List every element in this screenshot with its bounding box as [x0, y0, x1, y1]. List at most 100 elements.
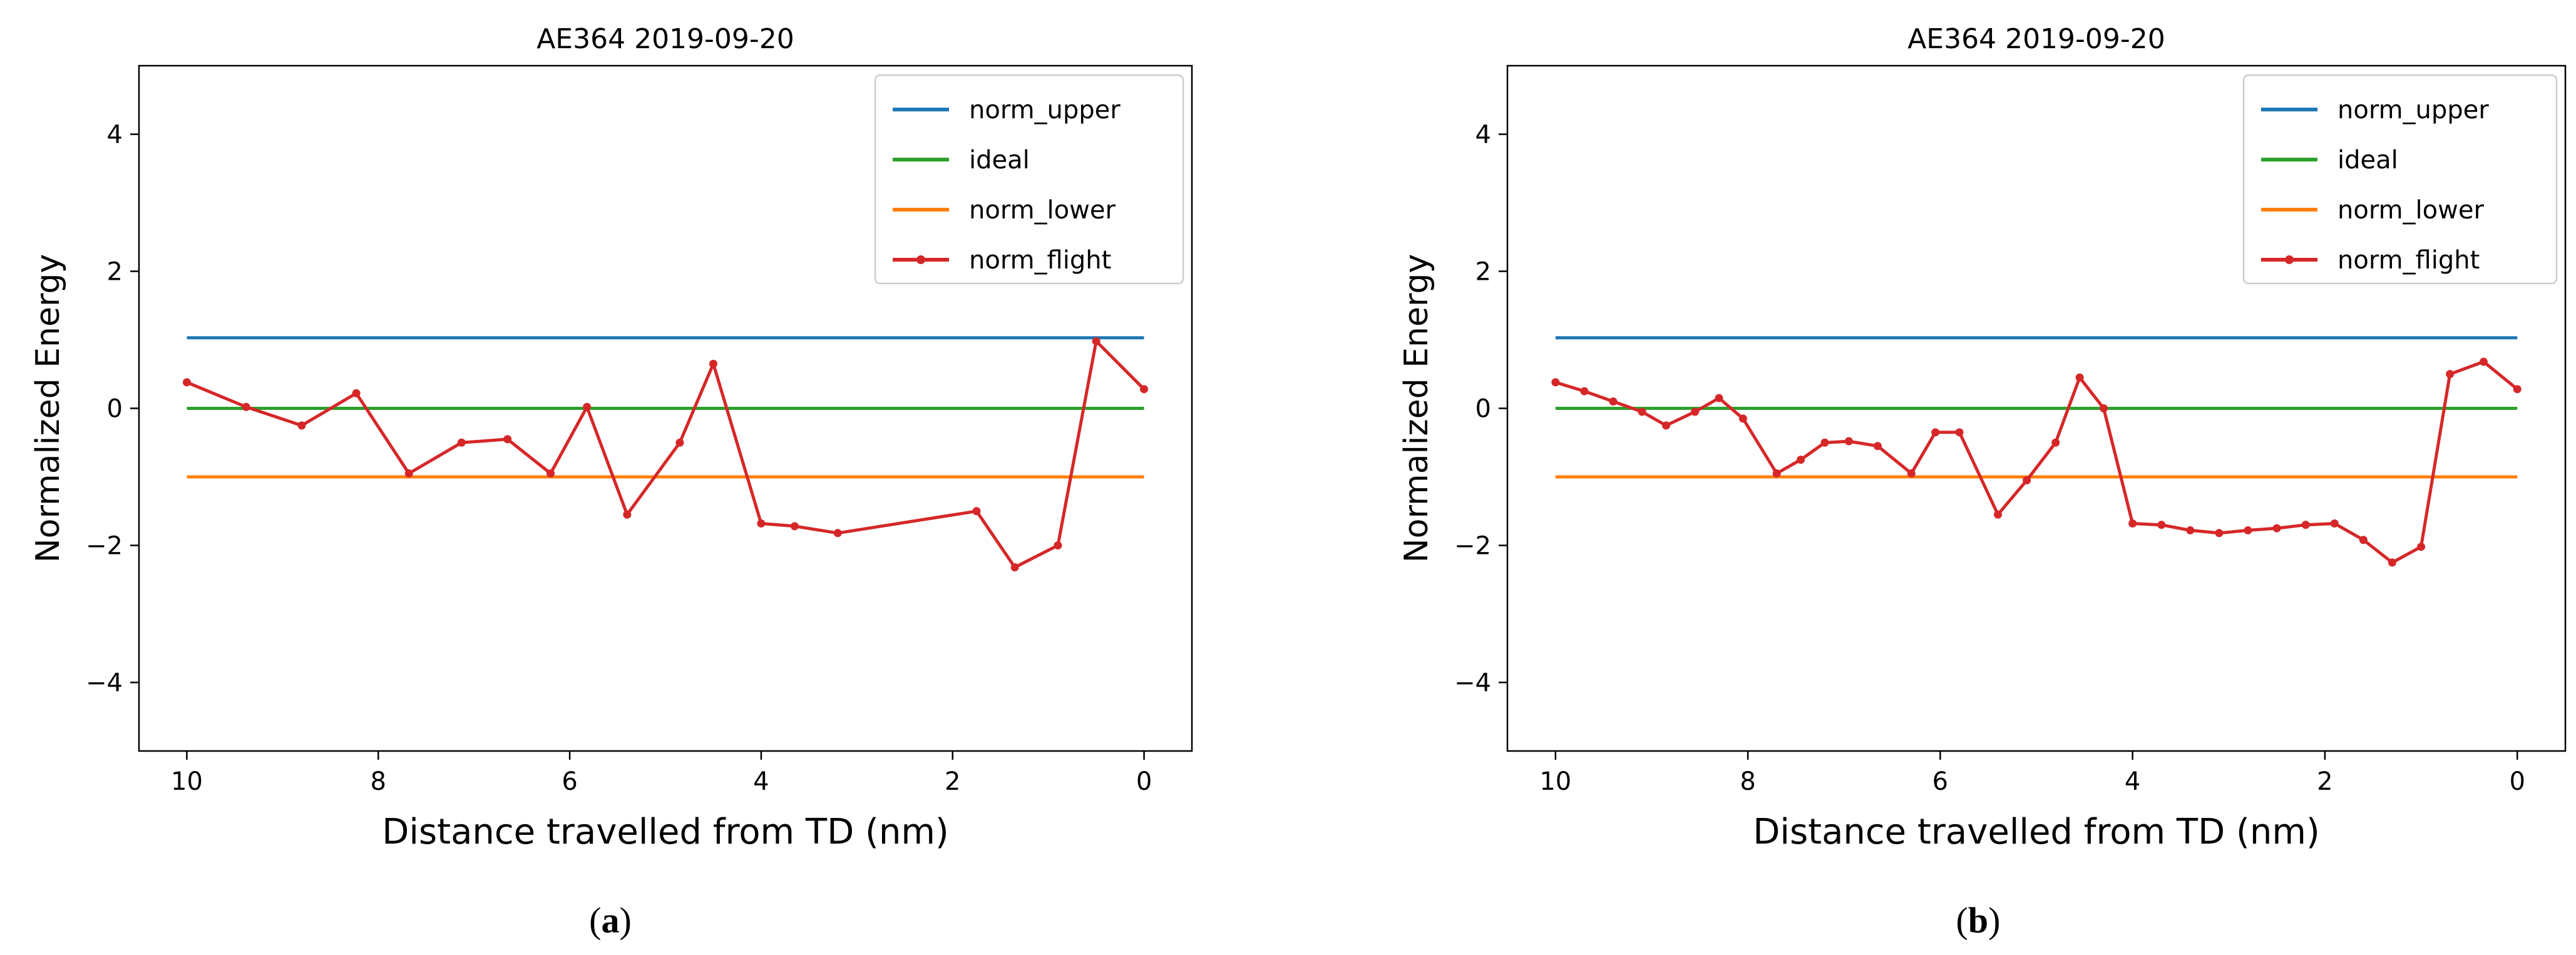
data-point-norm_flight — [2479, 357, 2488, 366]
data-point-norm_flight — [503, 435, 512, 444]
x-tick-label: 6 — [1932, 767, 1948, 796]
chart-panel-b: AE364 2019-09-20 4 2 0 −2 −4 10 8 6 4 2 0 Distance t… — [1398, 23, 2567, 941]
data-point-norm_flight — [623, 510, 632, 519]
chart-panel-a: AE364 2019-09-20 4 2 0 −2 −4 10 8 6 4 2 0 Distance t… — [29, 23, 1193, 941]
legend-label-norm_flight: norm_flight — [2337, 246, 2480, 275]
data-point-norm_flight — [1691, 407, 1700, 416]
data-point-norm_flight — [352, 389, 361, 397]
legend-label-ideal: ideal — [2337, 146, 2398, 175]
x-tick-label: 10 — [1539, 767, 1571, 796]
data-point-norm_flight — [1907, 469, 1916, 478]
x-axis-label: Distance travelled from TD (nm) — [1753, 812, 2319, 852]
data-point-norm_flight — [1772, 469, 1781, 478]
data-point-norm_flight — [833, 529, 842, 538]
x-tick-label: 10 — [171, 767, 203, 796]
data-point-norm_flight — [1820, 438, 1829, 447]
data-point-norm_flight — [1931, 428, 1940, 437]
data-point-norm_flight — [2051, 438, 2060, 447]
data-point-norm_flight — [972, 507, 981, 516]
legend-label-norm_lower: norm_lower — [969, 196, 1116, 225]
data-point-norm_flight — [2075, 373, 2084, 382]
data-point-norm_flight — [1797, 456, 1805, 464]
legend-marker-norm_flight — [2285, 255, 2294, 264]
data-point-norm_flight — [2128, 519, 2137, 528]
chart-title: AE364 2019-09-20 — [1907, 23, 2165, 55]
data-point-norm_flight — [2301, 521, 2310, 529]
y-tick-label: 4 — [107, 121, 123, 150]
data-point-norm_flight — [547, 469, 555, 478]
data-point-norm_flight — [2100, 404, 2108, 412]
x-tick-label: 4 — [2125, 767, 2140, 796]
data-point-norm_flight — [2244, 526, 2252, 534]
data-point-norm_flight — [1054, 541, 1062, 549]
data-point-norm_flight — [1609, 397, 1618, 406]
data-point-norm_flight — [2513, 385, 2522, 394]
data-point-norm_flight — [297, 421, 306, 430]
series-line-norm_flight — [1555, 360, 2518, 564]
legend-box — [874, 74, 1184, 285]
data-point-norm_flight — [675, 438, 684, 447]
data-point-norm_flight — [1140, 385, 1149, 394]
y-tick-label: −4 — [86, 669, 123, 698]
data-point-norm_flight — [1955, 428, 1964, 437]
y-tick-label: 0 — [107, 395, 123, 424]
data-point-norm_flight — [2215, 529, 2224, 538]
legend-marker-norm_flight — [916, 255, 925, 264]
legend-label-ideal: ideal — [969, 146, 1030, 175]
x-tick-label: 2 — [945, 767, 960, 796]
y-tick-label: 4 — [1475, 121, 1491, 150]
data-point-norm_flight — [2272, 524, 2281, 533]
data-point-norm_flight — [583, 402, 592, 411]
data-point-norm_flight — [457, 438, 466, 447]
y-tick-label: 0 — [1475, 395, 1491, 424]
data-point-norm_flight — [1662, 421, 1670, 430]
x-tick-label: 2 — [2317, 767, 2332, 796]
y-axis-label: Normalized Energy — [29, 254, 67, 563]
y-tick-label: −2 — [1454, 532, 1491, 561]
data-point-norm_flight — [1092, 337, 1101, 345]
data-point-norm_flight — [790, 522, 799, 531]
data-point-norm_flight — [2359, 536, 2368, 544]
data-point-norm_flight — [1738, 414, 1747, 423]
series-line-norm_flight — [186, 339, 1146, 569]
x-tick-label: 0 — [2509, 767, 2525, 796]
data-point-norm_flight — [1551, 378, 1560, 387]
legend-label-norm_upper: norm_upper — [2337, 96, 2489, 125]
data-point-norm_flight — [1580, 387, 1589, 396]
legend-box — [2242, 74, 2558, 285]
x-tick-label: 6 — [562, 767, 577, 796]
data-point-norm_flight — [2417, 543, 2426, 551]
data-point-norm_flight — [1638, 407, 1646, 416]
x-axis-label: Distance travelled from TD (nm) — [382, 812, 948, 852]
chart-title: AE364 2019-09-20 — [536, 23, 794, 55]
y-tick-label: −2 — [86, 532, 123, 561]
y-tick-label: 2 — [107, 258, 123, 287]
legend-label-norm_upper: norm_upper — [969, 96, 1121, 125]
data-point-norm_flight — [1715, 394, 1723, 402]
data-point-norm_flight — [404, 469, 413, 478]
data-point-norm_flight — [2388, 558, 2396, 567]
y-tick-label: 2 — [1475, 258, 1491, 287]
x-tick-label: 4 — [753, 767, 769, 796]
x-tick-label: 8 — [371, 767, 386, 796]
data-point-norm_flight — [1010, 563, 1019, 572]
data-point-norm_flight — [1874, 442, 1882, 451]
data-point-norm_flight — [242, 402, 250, 411]
x-tick-label: 8 — [1740, 767, 1755, 796]
data-point-norm_flight — [709, 359, 717, 368]
legend-label-norm_flight: norm_flight — [969, 246, 1111, 275]
data-point-norm_flight — [2157, 521, 2166, 529]
data-point-norm_flight — [757, 519, 766, 528]
data-point-norm_flight — [2330, 519, 2339, 528]
y-tick-label: −4 — [1454, 669, 1491, 698]
data-point-norm_flight — [2023, 476, 2031, 484]
panel-caption: (b) — [1956, 900, 2001, 941]
data-point-norm_flight — [2186, 526, 2195, 534]
y-axis-label: Normalized Energy — [1398, 254, 1435, 563]
data-point-norm_flight — [1994, 510, 2003, 519]
data-point-norm_flight — [182, 378, 191, 387]
legend-label-norm_lower: norm_lower — [2337, 196, 2484, 225]
